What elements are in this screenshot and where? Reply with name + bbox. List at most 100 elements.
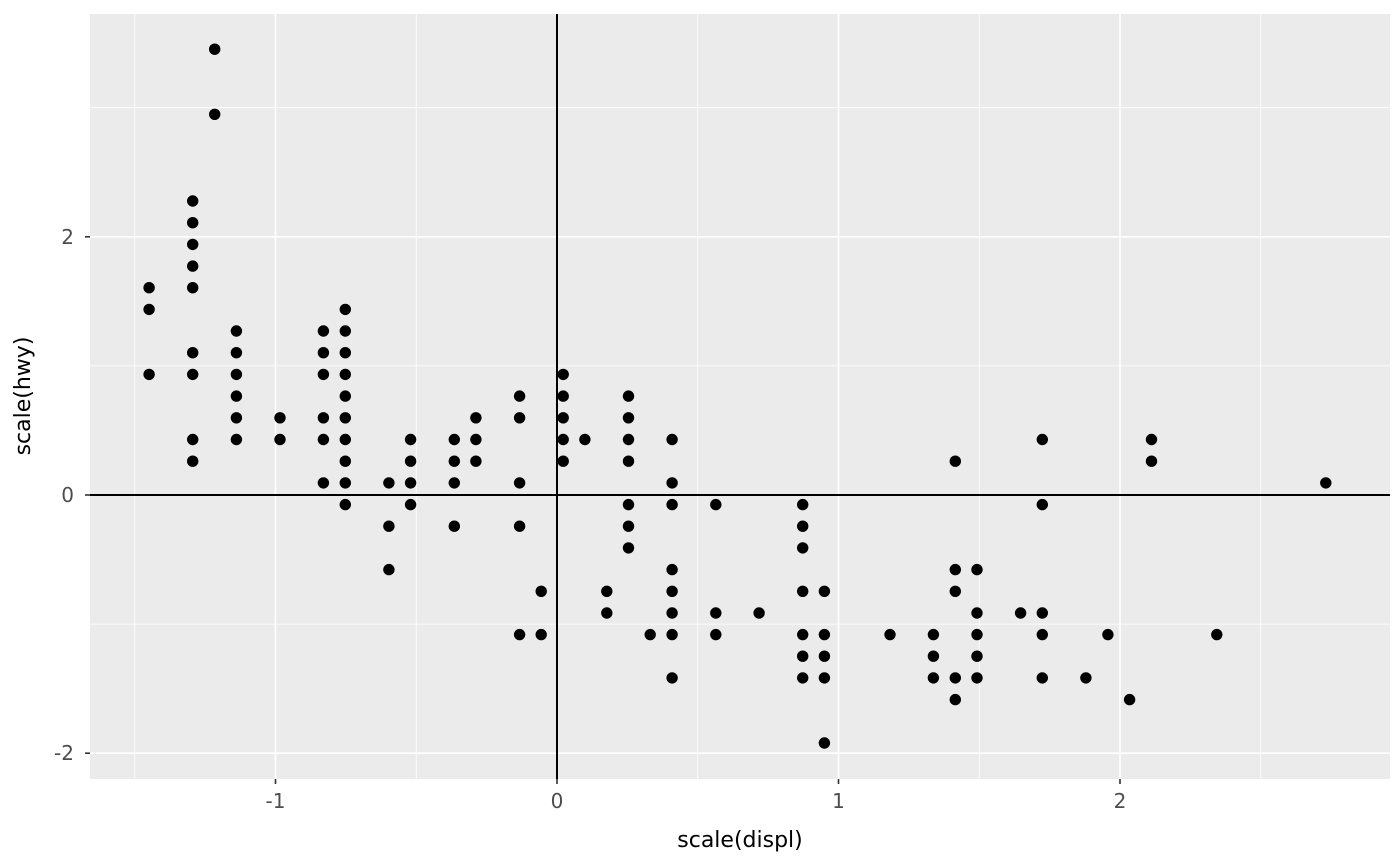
data-point [470, 455, 482, 467]
data-point [383, 477, 395, 489]
data-point [274, 433, 286, 446]
data-point [470, 433, 482, 446]
reference-lines [90, 14, 1390, 779]
data-point [404, 433, 417, 446]
data-point [317, 477, 330, 489]
data-point [383, 563, 395, 576]
data-point [557, 433, 569, 446]
data-point [339, 455, 351, 467]
data-point [622, 433, 635, 446]
data-point [1211, 628, 1223, 641]
data-point [1036, 607, 1049, 619]
data-point [187, 455, 199, 467]
data-point [949, 563, 961, 576]
data-point [448, 455, 460, 467]
data-point [557, 455, 569, 467]
data-point [884, 628, 896, 641]
data-point [187, 347, 199, 359]
data-point [949, 585, 961, 597]
data-point [710, 607, 722, 619]
data-point [339, 498, 351, 511]
data-point [753, 607, 765, 619]
data-point [513, 390, 526, 402]
x-tick-labels: -1 0 1 2 [266, 789, 1127, 813]
data-point [339, 433, 351, 446]
data-point [209, 108, 221, 121]
data-point [797, 672, 809, 684]
data-point [143, 282, 155, 294]
data-point [448, 520, 460, 532]
y-tick-label: 0 [61, 483, 74, 507]
data-point [230, 347, 243, 359]
data-point [1036, 628, 1049, 641]
x-tick-label: 1 [832, 789, 845, 813]
data-point [971, 672, 983, 684]
data-point [797, 542, 809, 554]
data-point [230, 412, 243, 424]
data-point [535, 585, 547, 597]
data-point [339, 303, 351, 316]
y-axis-title: scale(hwy) [11, 337, 36, 456]
data-point [971, 628, 983, 641]
data-point [535, 628, 547, 641]
data-point [1145, 433, 1158, 446]
y-tick-label: 2 [61, 225, 74, 249]
data-point [971, 563, 983, 576]
data-point [187, 433, 199, 446]
data-point [601, 585, 613, 597]
data-point [383, 520, 395, 532]
data-point [513, 477, 526, 489]
data-point [513, 520, 526, 532]
data-point [818, 628, 831, 641]
data-point [818, 672, 831, 684]
data-point [797, 585, 809, 597]
data-point [666, 477, 678, 489]
data-point [339, 390, 351, 402]
y-tick-labels: -2 0 2 [54, 225, 74, 765]
data-point [710, 628, 722, 641]
data-point [1102, 628, 1114, 641]
data-point [927, 650, 940, 662]
data-point [1123, 693, 1136, 706]
data-point [666, 607, 678, 619]
data-points [143, 43, 1332, 749]
data-point [579, 433, 591, 446]
data-point [818, 737, 831, 749]
data-point [448, 477, 460, 489]
x-tick-label: 2 [1114, 789, 1127, 813]
data-point [797, 628, 809, 641]
data-point [971, 650, 983, 662]
data-point [971, 607, 983, 619]
data-point [143, 368, 155, 381]
data-point [666, 433, 678, 446]
data-point [317, 347, 330, 359]
data-point [797, 520, 809, 532]
y-tick-label: -2 [54, 741, 74, 765]
data-point [404, 498, 417, 511]
data-point [404, 455, 417, 467]
data-point [622, 520, 635, 532]
data-point [622, 542, 635, 554]
data-point [1080, 672, 1092, 684]
data-point [317, 368, 330, 381]
data-point [209, 43, 221, 55]
data-point [448, 433, 460, 446]
data-point [818, 585, 831, 597]
data-point [557, 368, 569, 381]
data-point [710, 498, 722, 511]
data-point [513, 628, 526, 641]
data-point [1036, 672, 1049, 684]
data-point [949, 693, 961, 706]
data-point [1014, 607, 1027, 619]
data-point [949, 672, 961, 684]
axis-tick-marks [85, 236, 1121, 784]
data-point [339, 412, 351, 424]
data-point [927, 628, 940, 641]
data-point [317, 433, 330, 446]
data-point [666, 563, 678, 576]
data-point [230, 325, 243, 337]
x-axis-title: scale(displ) [677, 828, 802, 853]
data-point [622, 455, 635, 467]
